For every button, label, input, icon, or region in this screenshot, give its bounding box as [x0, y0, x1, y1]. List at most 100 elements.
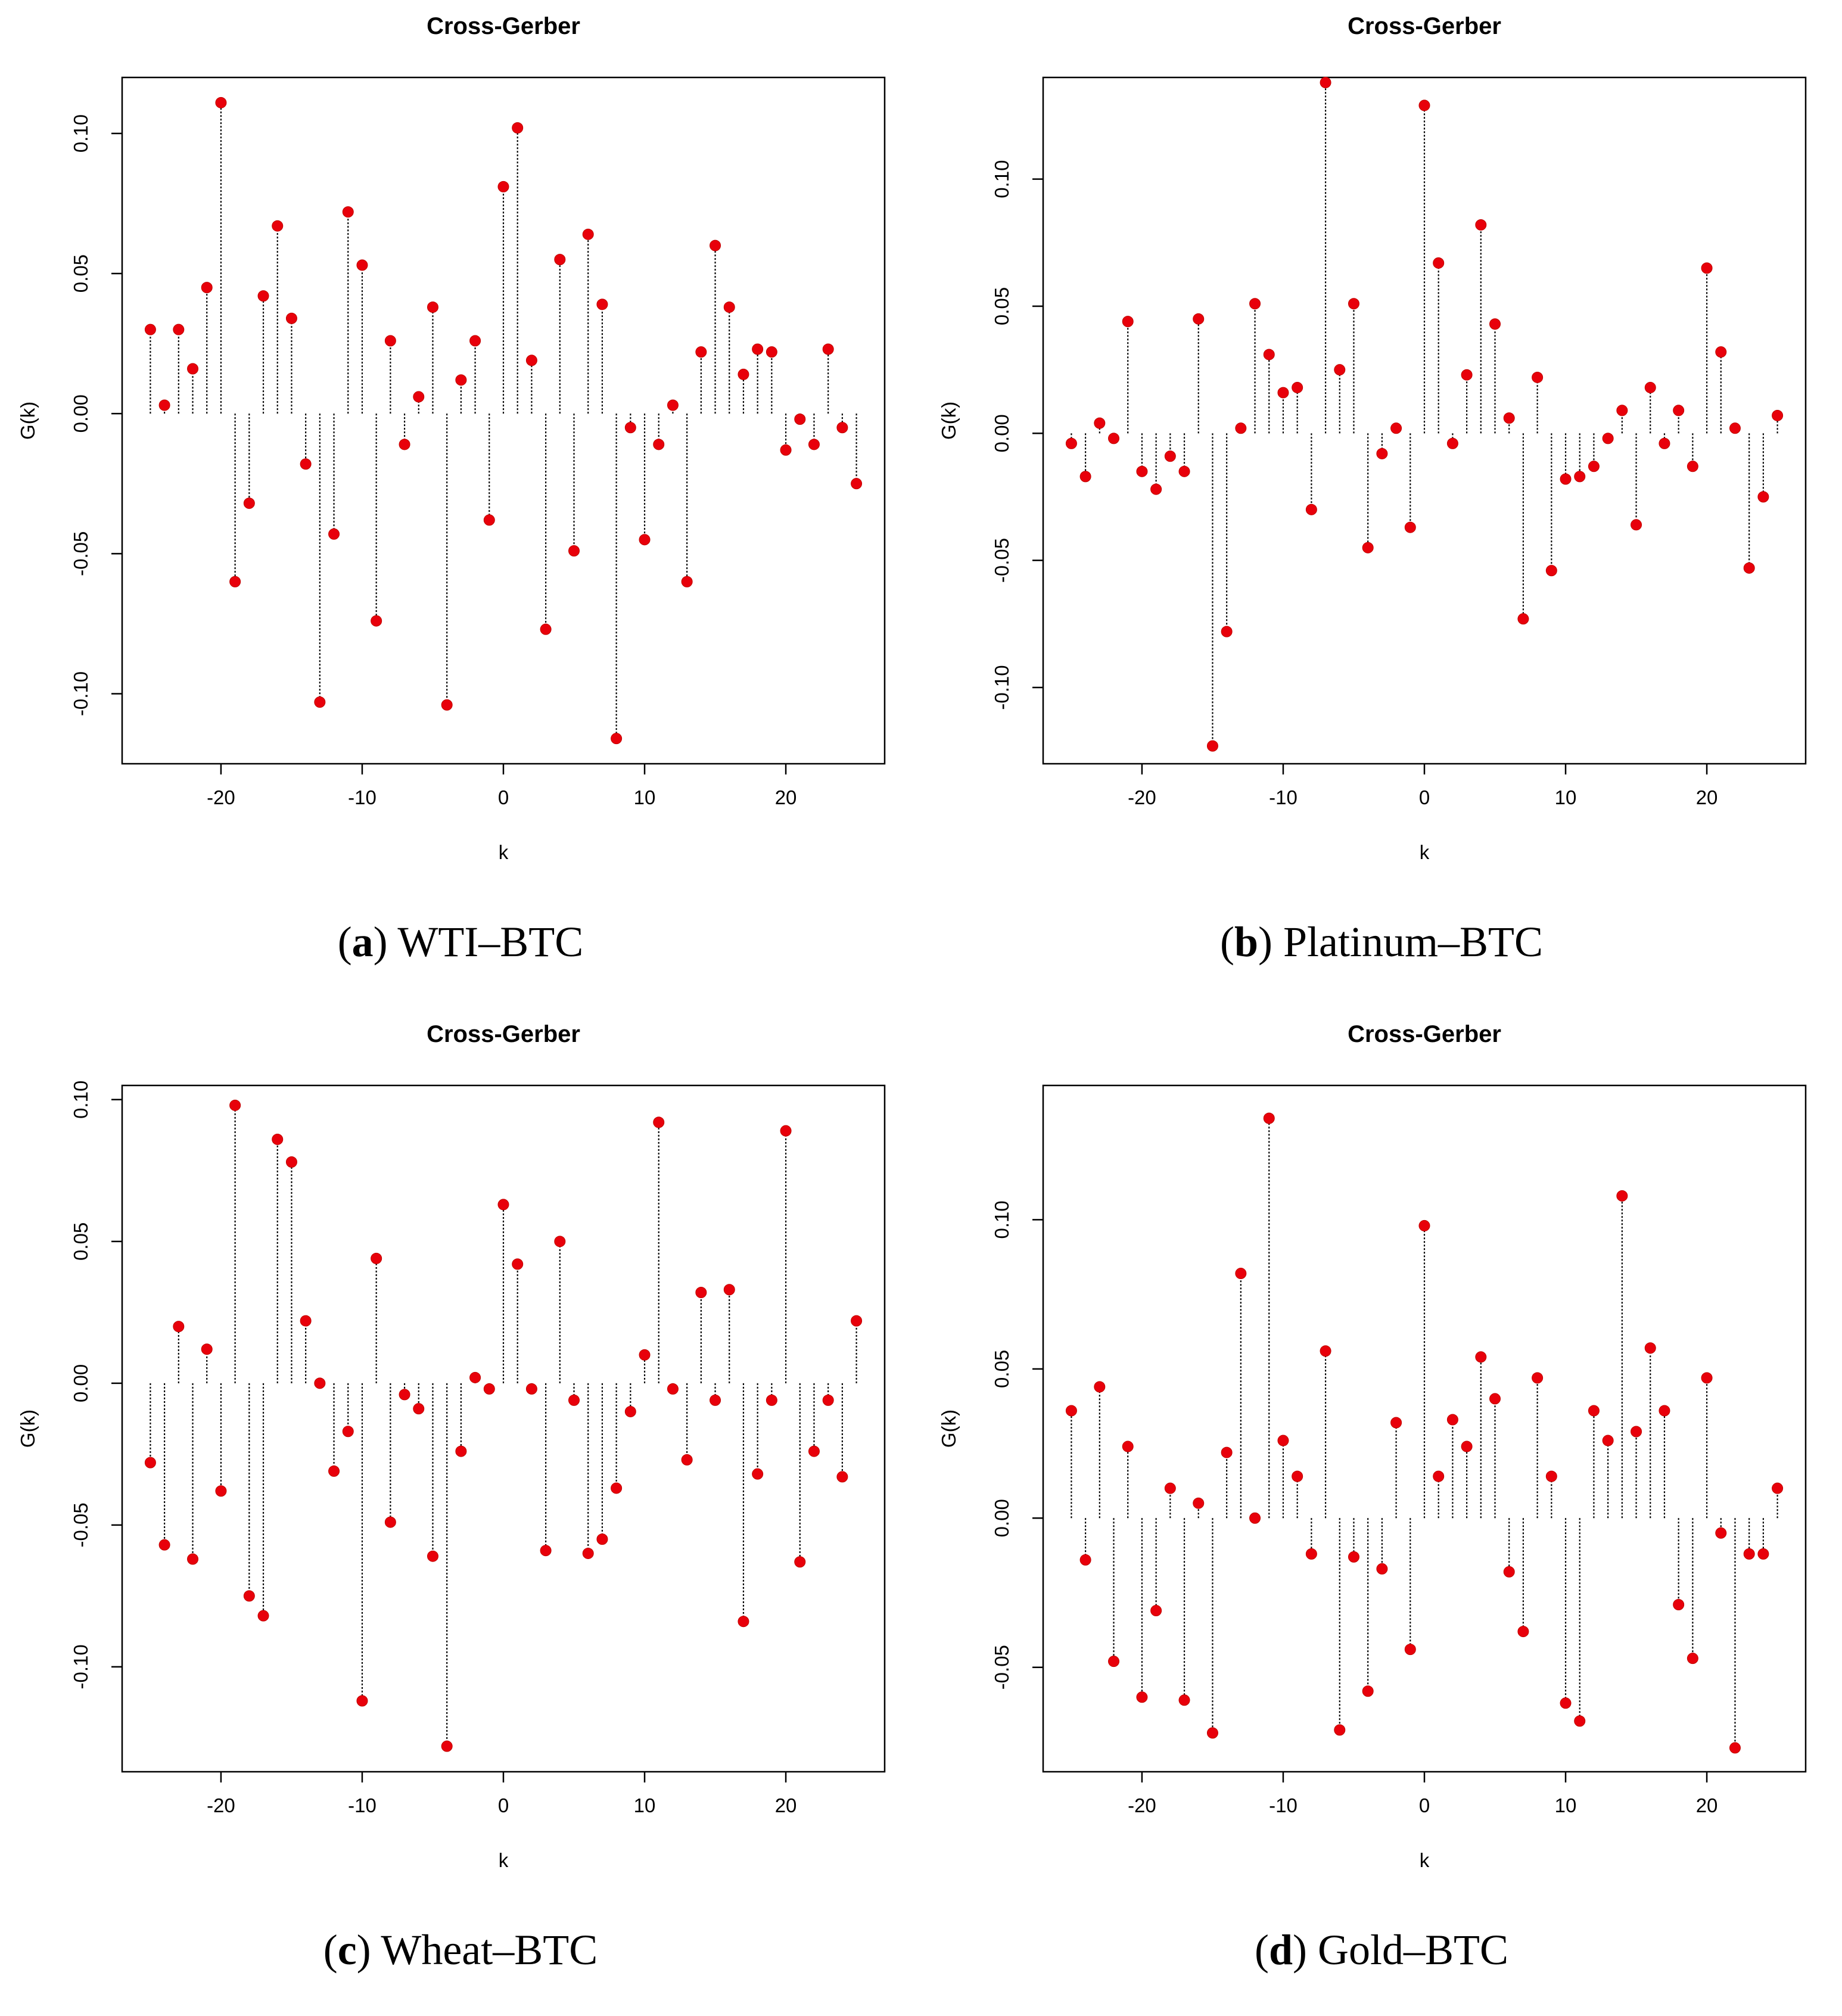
data-point [1772, 409, 1784, 421]
data-point [639, 1349, 651, 1361]
data-point [836, 1471, 848, 1483]
data-point [1277, 387, 1289, 399]
plot-frame [1042, 76, 1807, 765]
data-point [512, 122, 524, 134]
chart-title: Cross-Gerber [1348, 1021, 1501, 1047]
data-point [1065, 437, 1077, 449]
data-point [540, 623, 552, 635]
x-tick-label: 20 [1696, 786, 1718, 808]
data-point [1433, 257, 1445, 269]
y-axis-label: G(k) [17, 402, 39, 440]
data-point [371, 615, 382, 627]
data-point [483, 1383, 495, 1395]
data-point [808, 1445, 820, 1457]
y-axis-label: G(k) [17, 1410, 39, 1448]
data-point [1164, 450, 1176, 462]
data-point [540, 1545, 552, 1557]
data-point [1772, 1482, 1784, 1494]
data-point [1418, 99, 1430, 111]
data-point [568, 1394, 580, 1406]
data-point [257, 1610, 269, 1622]
data-point [427, 1550, 438, 1562]
y-tick-label: 0.05 [70, 1222, 92, 1261]
data-point [384, 1516, 396, 1528]
data-point [173, 1321, 185, 1333]
data-point [794, 413, 806, 425]
data-point [427, 301, 438, 313]
data-point [1206, 1727, 1218, 1739]
data-point [497, 181, 509, 192]
data-point [144, 1457, 156, 1469]
data-point [1673, 405, 1685, 416]
data-point [215, 97, 227, 108]
y-tick-label: -0.10 [991, 665, 1013, 710]
y-tick-label: -0.05 [70, 1502, 92, 1547]
data-point [1249, 1512, 1261, 1524]
chart-svg: Cross-Gerber -20 -10 0 10 20 -0.10 -0.05 0.00 0.0… [17, 1021, 886, 1871]
data-point [201, 1343, 213, 1355]
data-point [187, 1553, 199, 1565]
data-point [639, 534, 651, 546]
data-point [1334, 364, 1346, 376]
data-point [1545, 565, 1557, 577]
plot-frame [121, 76, 886, 765]
data-point [455, 374, 467, 386]
data-point [1065, 1405, 1077, 1417]
data-point [441, 1740, 453, 1752]
y-tick-label: -0.10 [70, 671, 92, 716]
x-tick-label: -10 [348, 1794, 377, 1816]
data-point [752, 1468, 764, 1480]
data-point [215, 1485, 227, 1497]
caption-text: Wheat–BTC [371, 1926, 598, 1974]
data-point [1743, 1548, 1755, 1560]
data-point [1122, 316, 1134, 328]
y-tick-label: 0.10 [991, 160, 1013, 198]
caption-letter: d [1268, 1926, 1293, 1974]
chart-panel-wti-btc: Cross-Gerber -20 -10 0 10 20 -0.10 -0.05 0.00 0.0… [0, 0, 921, 1008]
data-point [399, 1389, 410, 1401]
data-point [314, 1377, 326, 1389]
data-point [1320, 77, 1331, 89]
data-point [554, 1236, 566, 1247]
data-point [1235, 1268, 1247, 1280]
data-point [611, 733, 623, 745]
data-point [738, 1616, 749, 1628]
data-point [1659, 1405, 1670, 1417]
data-point [596, 1533, 608, 1545]
x-tick-label: 0 [498, 1794, 509, 1816]
data-point [1616, 405, 1628, 416]
data-point [822, 1394, 834, 1406]
data-point [1729, 1742, 1741, 1754]
data-point [1136, 465, 1148, 477]
data-point [851, 1315, 863, 1327]
data-point [285, 312, 297, 324]
data-point [851, 478, 863, 490]
data-point [710, 239, 721, 251]
data-point [1376, 447, 1388, 459]
data-point [229, 1099, 241, 1111]
data-point [1701, 262, 1713, 274]
data-point [356, 1695, 368, 1707]
y-axis-label: G(k) [938, 402, 960, 440]
chart-panel-wheat-btc: Cross-Gerber -20 -10 0 10 20 -0.10 -0.05 0.00 0.0… [0, 1008, 921, 2016]
chart-panel-gold-btc: Cross-Gerber -20 -10 0 10 20 -0.05 0.00 0.05 0.10… [921, 1008, 1842, 2016]
data-point [173, 323, 185, 335]
x-tick-label: -20 [207, 786, 235, 808]
data-point [1631, 1426, 1642, 1438]
data-point [158, 399, 170, 411]
x-axis-label: k [1420, 1849, 1430, 1871]
data-point [483, 514, 495, 526]
data-point [300, 458, 312, 470]
data-point [1108, 1656, 1120, 1667]
data-point [1545, 1470, 1557, 1482]
y-tick-label: 0.05 [70, 254, 92, 293]
data-point [780, 444, 792, 456]
y-tick-label: 0.10 [70, 114, 92, 153]
y-tick-label: -0.05 [991, 1645, 1013, 1690]
x-axis-label: k [499, 841, 509, 863]
data-point [1517, 1626, 1529, 1638]
data-point [1433, 1470, 1445, 1482]
caption-text: WTI–BTC [387, 918, 584, 966]
data-point [582, 228, 594, 240]
data-point [371, 1252, 382, 1264]
